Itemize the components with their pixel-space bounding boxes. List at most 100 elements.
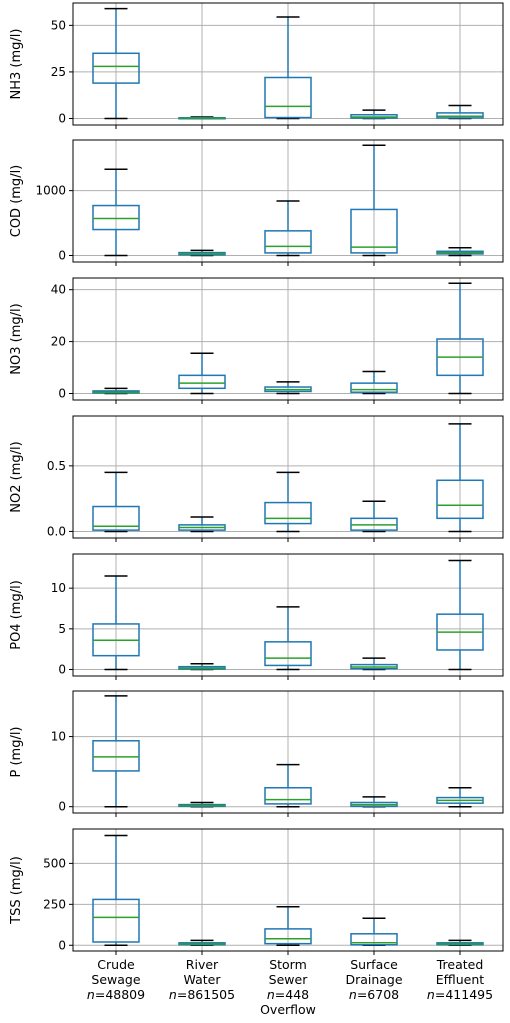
box-3 (350, 917, 398, 947)
box-rect (264, 76, 312, 119)
box-2 (264, 200, 312, 257)
box-3 (350, 370, 398, 395)
y-tick-label: 250 (43, 897, 66, 911)
y-axis-label: PO4 (mg/l) (9, 580, 24, 650)
box-rect (264, 230, 312, 254)
box-rect (436, 479, 484, 520)
category-name: Sewage (91, 972, 140, 987)
box-3 (350, 796, 398, 808)
panel-2: 0 20 40 NO3 (mg/l) (9, 277, 504, 404)
y-axis-label: COD (mg/l) (9, 165, 24, 238)
box-1 (178, 249, 226, 257)
y-tick-label: 0 (58, 249, 66, 263)
panel-0: 0 25 50 NH3 (mg/l) (9, 2, 504, 129)
category-name: Crude (97, 957, 135, 972)
category-name: Effluent (436, 972, 485, 987)
y-axis-label: NO2 (mg/l) (9, 441, 24, 512)
y-tick-label: 20 (51, 335, 66, 349)
category-name: Drainage (345, 972, 402, 987)
box-4 (436, 939, 484, 947)
box-3 (350, 109, 398, 120)
category-name: Sewer (269, 972, 309, 987)
y-axis-label: NH3 (mg/l) (9, 29, 24, 100)
y-tick-label: 40 (51, 283, 66, 297)
box-0 (92, 575, 140, 671)
box-rect (92, 204, 140, 231)
box-4 (436, 246, 484, 257)
y-tick-label: 0.5 (47, 459, 66, 473)
box-4 (436, 104, 484, 120)
y-tick-label: 10 (51, 581, 66, 595)
y-axis-label: NO3 (mg/l) (9, 303, 24, 374)
y-tick-label: 5 (58, 622, 66, 636)
box-2 (264, 763, 312, 808)
box-0 (92, 695, 140, 808)
box-4 (436, 423, 484, 533)
category-name: Treated (436, 957, 484, 972)
box-0 (92, 834, 140, 947)
box-rect (264, 928, 312, 945)
y-tick-label: 0.0 (47, 524, 66, 538)
category-name: Water (184, 972, 222, 987)
box-0 (92, 7, 140, 120)
box-rect (92, 740, 140, 772)
category-name: Storm (269, 957, 307, 972)
box-rect (92, 505, 140, 531)
box-rect (436, 112, 484, 119)
box-1 (178, 939, 226, 947)
box-rect (350, 208, 398, 254)
box-rect (264, 787, 312, 805)
box-2 (264, 471, 312, 533)
box-rect (264, 641, 312, 667)
y-tick-label: 0 (58, 938, 66, 952)
box-4 (436, 282, 484, 395)
panel-4: 0 5 10 PO4 (mg/l) (9, 553, 504, 680)
y-tick-label: 10 (51, 730, 66, 744)
category-name: River (186, 957, 219, 972)
box-rect (350, 933, 398, 946)
y-tick-label: 50 (51, 18, 66, 32)
box-3 (350, 500, 398, 533)
category-n: n=861505 (169, 987, 235, 1002)
box-rect (92, 52, 140, 84)
category-n: n=448 (267, 987, 309, 1002)
box-1 (178, 352, 226, 395)
box-4 (436, 787, 484, 808)
y-tick-label: 0 (58, 111, 66, 125)
box-1 (178, 663, 226, 671)
panel-3: 0.0 0.5 NO2 (mg/l) (9, 415, 504, 542)
box-0 (92, 168, 140, 257)
panel-5: 0 10 P (mg/l) (9, 690, 504, 817)
panel-1: 0 1000 COD (mg/l) (9, 139, 504, 266)
category-n: n=48809 (87, 987, 145, 1002)
box-2 (264, 906, 312, 947)
box-2 (264, 16, 312, 120)
box-rect (178, 374, 226, 390)
category-n: n=411495 (427, 987, 493, 1002)
y-axis-label: P (mg/l) (9, 726, 24, 777)
box-rect (350, 382, 398, 393)
box-rect (92, 898, 140, 943)
box-2 (264, 381, 312, 395)
y-tick-label: 0 (58, 387, 66, 401)
box-4 (436, 559, 484, 671)
box-0 (92, 471, 140, 533)
y-tick-label: 25 (51, 65, 66, 79)
box-1 (178, 516, 226, 533)
y-axis-label: TSS (mg/l) (9, 856, 24, 925)
y-tick-label: 0 (58, 800, 66, 814)
box-3 (350, 657, 398, 671)
panel-6: 0 250 500 TSS (mg/l) (9, 828, 504, 955)
box-rect (264, 501, 312, 525)
y-tick-label: 500 (43, 856, 66, 870)
box-2 (264, 606, 312, 671)
category-name: Overflow (260, 1002, 316, 1017)
category-name: Surface (350, 957, 398, 972)
box-3 (350, 144, 398, 257)
category-n: n=6708 (349, 987, 399, 1002)
